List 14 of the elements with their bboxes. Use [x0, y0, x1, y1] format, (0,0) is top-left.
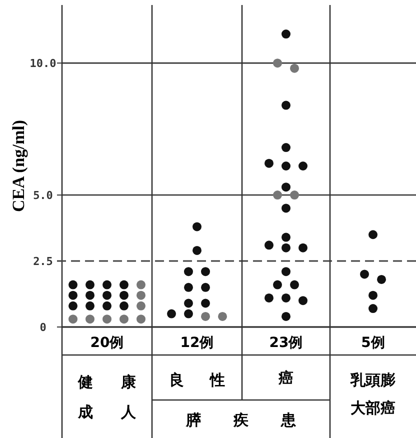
x-tick-label: 5例 [361, 335, 385, 351]
y-tick-label: 10.0 [30, 57, 56, 70]
text: 健康成人 [77, 373, 137, 421]
x-tick-label: 20例 [90, 335, 124, 351]
text: 膵疾患 [185, 411, 297, 429]
text: 癌 [278, 369, 294, 387]
text: 乳頭膨大部癌 [350, 371, 396, 417]
y-axis-title: CEA (ng/ml) [9, 120, 28, 212]
y-tick-label: 2.5 [33, 255, 53, 268]
x-tick-label: 12例 [180, 335, 214, 351]
text: 良性 [169, 371, 225, 389]
x-tick-label: 23例 [269, 335, 303, 351]
y-tick-label: 5.0 [33, 189, 53, 202]
y-tick-label: 0 [40, 321, 46, 334]
